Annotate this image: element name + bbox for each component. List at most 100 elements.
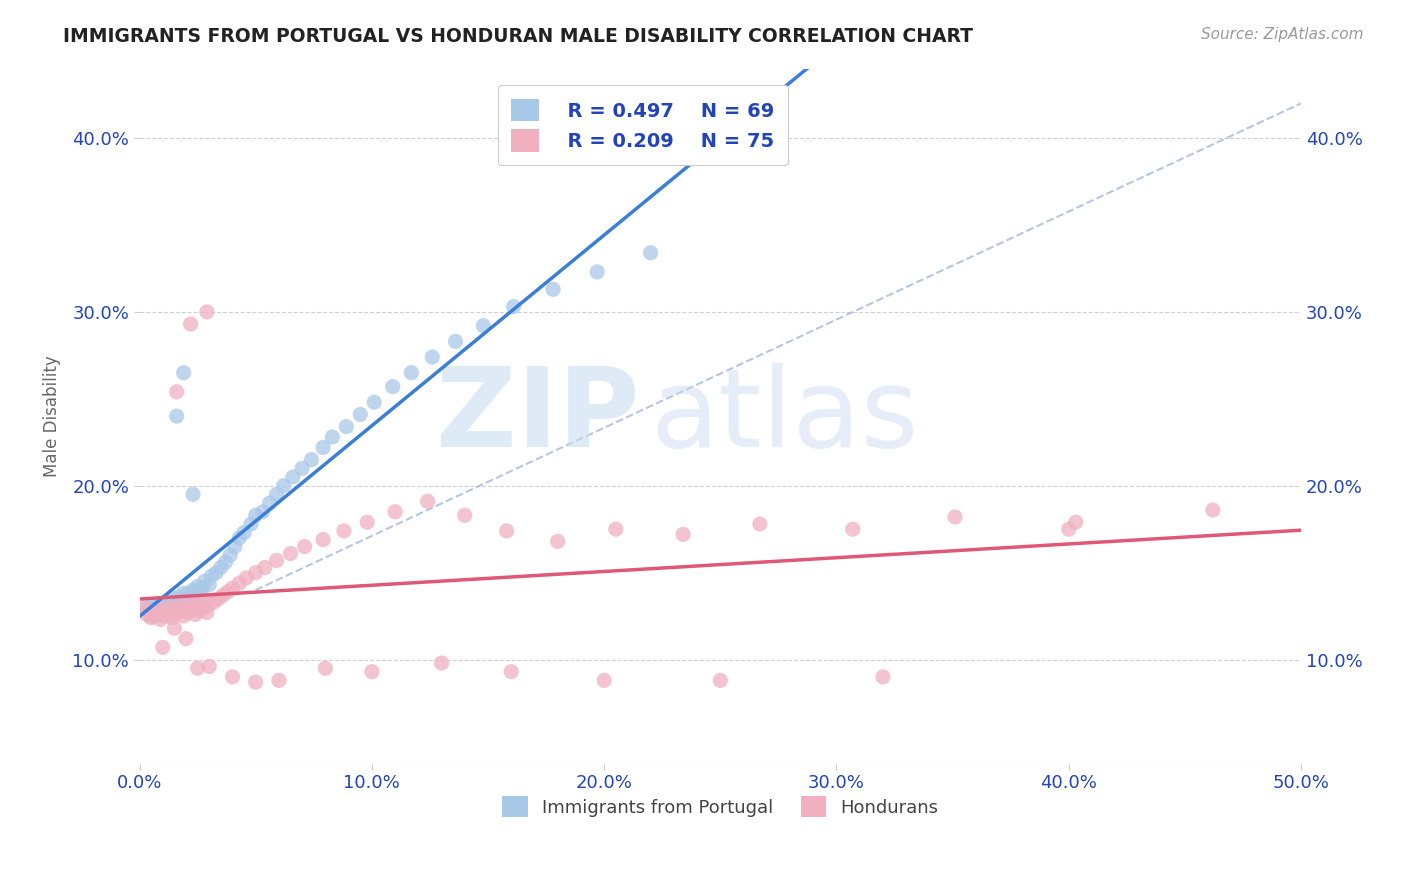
Point bbox=[142, 606, 165, 620]
Point bbox=[177, 606, 200, 620]
Point bbox=[167, 599, 190, 613]
Point bbox=[153, 609, 176, 624]
Point bbox=[240, 516, 263, 531]
Point bbox=[180, 597, 202, 611]
Point bbox=[160, 611, 183, 625]
Point bbox=[233, 525, 256, 540]
Point bbox=[333, 524, 356, 538]
Point bbox=[267, 673, 290, 688]
Point bbox=[160, 595, 183, 609]
Point bbox=[207, 591, 229, 606]
Point bbox=[146, 597, 169, 611]
Point bbox=[245, 508, 267, 523]
Point bbox=[200, 569, 222, 583]
Point bbox=[181, 487, 204, 501]
Point bbox=[152, 640, 174, 655]
Point bbox=[145, 609, 167, 624]
Point bbox=[444, 334, 467, 349]
Point bbox=[384, 505, 406, 519]
Point bbox=[170, 595, 193, 609]
Point bbox=[205, 566, 228, 580]
Point bbox=[280, 547, 302, 561]
Point bbox=[170, 602, 193, 616]
Point bbox=[139, 611, 162, 625]
Point bbox=[291, 461, 314, 475]
Point bbox=[245, 566, 267, 580]
Point bbox=[167, 590, 190, 604]
Point bbox=[134, 600, 156, 615]
Point bbox=[273, 479, 295, 493]
Point bbox=[416, 494, 439, 508]
Point bbox=[138, 604, 160, 618]
Point bbox=[174, 600, 197, 615]
Legend: Immigrants from Portugal, Hondurans: Immigrants from Portugal, Hondurans bbox=[495, 789, 945, 824]
Point bbox=[187, 580, 209, 594]
Point bbox=[166, 384, 188, 399]
Point bbox=[221, 670, 243, 684]
Point bbox=[312, 533, 335, 547]
Point bbox=[245, 675, 267, 690]
Point bbox=[363, 395, 385, 409]
Point bbox=[166, 597, 188, 611]
Point bbox=[198, 659, 221, 673]
Point bbox=[142, 606, 165, 620]
Point bbox=[152, 604, 174, 618]
Point bbox=[194, 600, 217, 615]
Point bbox=[166, 607, 188, 622]
Point bbox=[195, 606, 218, 620]
Point bbox=[191, 595, 214, 609]
Point bbox=[184, 586, 207, 600]
Point bbox=[152, 600, 174, 615]
Point bbox=[153, 599, 176, 613]
Point bbox=[401, 366, 423, 380]
Point bbox=[156, 597, 179, 611]
Point bbox=[163, 604, 186, 618]
Point bbox=[188, 604, 211, 618]
Point bbox=[495, 524, 517, 538]
Point bbox=[301, 452, 323, 467]
Point bbox=[156, 602, 179, 616]
Point bbox=[266, 553, 288, 567]
Point bbox=[281, 470, 304, 484]
Point bbox=[381, 379, 404, 393]
Point bbox=[159, 600, 181, 615]
Point bbox=[184, 607, 207, 622]
Point bbox=[253, 560, 276, 574]
Point bbox=[146, 602, 169, 616]
Point bbox=[502, 300, 524, 314]
Point bbox=[586, 265, 609, 279]
Point bbox=[187, 661, 209, 675]
Point bbox=[173, 366, 195, 380]
Point bbox=[219, 548, 242, 562]
Point bbox=[173, 609, 195, 624]
Point bbox=[212, 588, 235, 602]
Point bbox=[163, 602, 186, 616]
Point bbox=[221, 581, 243, 595]
Text: Source: ZipAtlas.com: Source: ZipAtlas.com bbox=[1201, 27, 1364, 42]
Point bbox=[163, 591, 186, 606]
Point bbox=[174, 632, 197, 646]
Text: atlas: atlas bbox=[651, 363, 920, 470]
Point bbox=[228, 531, 250, 545]
Point bbox=[170, 604, 193, 618]
Point bbox=[198, 597, 221, 611]
Point bbox=[138, 604, 160, 618]
Point bbox=[142, 599, 165, 613]
Point bbox=[472, 318, 495, 333]
Point bbox=[266, 487, 288, 501]
Point bbox=[181, 582, 204, 597]
Point bbox=[180, 590, 202, 604]
Point bbox=[943, 510, 966, 524]
Point bbox=[191, 581, 214, 595]
Point bbox=[541, 282, 564, 296]
Point bbox=[430, 656, 453, 670]
Text: IMMIGRANTS FROM PORTUGAL VS HONDURAN MALE DISABILITY CORRELATION CHART: IMMIGRANTS FROM PORTUGAL VS HONDURAN MAL… bbox=[63, 27, 973, 45]
Point bbox=[145, 602, 167, 616]
Point bbox=[605, 522, 627, 536]
Point bbox=[872, 670, 894, 684]
Point bbox=[454, 508, 477, 523]
Point bbox=[135, 600, 157, 615]
Point bbox=[224, 540, 246, 554]
Point bbox=[314, 661, 336, 675]
Point bbox=[1057, 522, 1080, 536]
